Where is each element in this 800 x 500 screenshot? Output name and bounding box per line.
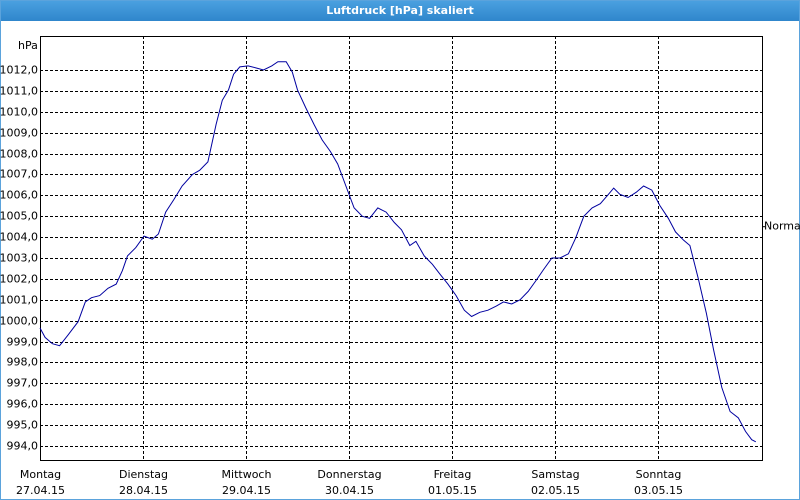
x-tick-label: 02.05.15 bbox=[531, 484, 580, 497]
x-tick-label: 29.04.15 bbox=[222, 484, 271, 497]
x-tick-label: 03.05.15 bbox=[634, 484, 683, 497]
x-tick-label: Dienstag bbox=[119, 468, 168, 481]
y-tick-label: 1004,0 bbox=[0, 231, 38, 244]
x-tick-label: Samstag bbox=[531, 468, 579, 481]
x-tick-label: Montag bbox=[20, 468, 61, 481]
y-tick-label: 995,0 bbox=[7, 419, 39, 432]
y-tick-label: 1009,0 bbox=[0, 127, 38, 140]
y-tick-label: 997,0 bbox=[7, 377, 39, 390]
y-tick-label: 998,0 bbox=[7, 356, 39, 369]
y-tick-label: 1005,0 bbox=[0, 210, 38, 223]
x-tick-label: 28.04.15 bbox=[119, 484, 168, 497]
x-tick-label: 30.04.15 bbox=[325, 484, 374, 497]
y-tick-label: 1008,0 bbox=[0, 148, 38, 161]
y-tick-label: 1012,0 bbox=[0, 64, 38, 77]
pressure-line bbox=[39, 61, 757, 443]
y-tick-label: 999,0 bbox=[7, 336, 39, 349]
plot-frame bbox=[40, 36, 763, 461]
y-unit: hPa bbox=[18, 39, 38, 52]
y-tick-label: 994,0 bbox=[7, 440, 39, 453]
y-tick-label: 1003,0 bbox=[0, 252, 38, 265]
x-tick-label: Mittwoch bbox=[222, 468, 272, 481]
y-tick-label: 1002,0 bbox=[0, 273, 38, 286]
x-tick-label: 27.04.15 bbox=[16, 484, 65, 497]
title-bar: Luftdruck [hPa] skaliert bbox=[1, 1, 799, 21]
x-tick-label: Freitag bbox=[434, 468, 472, 481]
y-tick-label: 1010,0 bbox=[0, 106, 38, 119]
y-tick-label: 1001,0 bbox=[0, 294, 38, 307]
y-tick-label: 996,0 bbox=[7, 398, 39, 411]
annotation: Normal bbox=[764, 220, 800, 233]
y-tick-label: 1011,0 bbox=[0, 85, 38, 98]
y-tick-label: 1007,0 bbox=[0, 168, 38, 181]
y-tick-label: 1006,0 bbox=[0, 189, 38, 202]
x-tick-label: Sonntag bbox=[636, 468, 682, 481]
x-tick-label: Donnerstag bbox=[317, 468, 381, 481]
y-tick-label: 1000,0 bbox=[0, 315, 38, 328]
x-tick-label: 01.05.15 bbox=[428, 484, 477, 497]
